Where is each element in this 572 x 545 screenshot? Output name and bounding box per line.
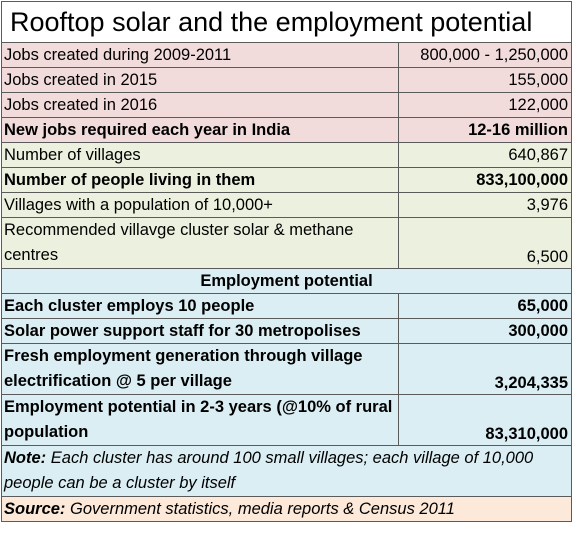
note-label: Note:: [4, 449, 47, 467]
source-text: Government statistics, media reports & C…: [65, 500, 455, 518]
row-label: Jobs created during 2009-2011: [1, 42, 399, 68]
row-value: 300,000: [397, 318, 572, 344]
table-row: Each cluster employs 10 people 65,000: [1, 293, 572, 319]
row-value: 833,100,000: [397, 167, 572, 193]
table-row: Villages with a population of 10,000+ 3,…: [1, 192, 572, 218]
table-row: Employment potential in 2-3 years (@10% …: [1, 394, 572, 446]
row-label: Employment potential in 2-3 years (@10% …: [1, 394, 399, 446]
source-cell: Source: Government statistics, media rep…: [0, 496, 572, 522]
row-label: New jobs required each year in India: [1, 117, 399, 143]
row-label: Jobs created in 2016: [1, 92, 399, 118]
section-header-row: Employment potential: [0, 268, 572, 294]
row-value: 800,000 - 1,250,000: [397, 42, 572, 68]
row-value: 65,000: [397, 293, 572, 319]
table-row: Jobs created in 2015 155,000: [1, 67, 572, 93]
table-row: Fresh employment generation through vill…: [1, 343, 572, 395]
row-value: 640,867: [397, 142, 572, 168]
table-row: Number of people living in them 833,100,…: [1, 167, 572, 193]
row-value: 3,204,335: [397, 343, 572, 395]
row-label: Solar power support staff for 30 metropo…: [1, 318, 399, 344]
source-label: Source:: [4, 500, 66, 518]
spreadsheet-table-container: Rooftop solar and the employment potenti…: [0, 1, 572, 522]
note-row: Note: Each cluster has around 100 small …: [0, 445, 572, 497]
row-value: 83,310,000: [397, 394, 572, 446]
table-row: Jobs created in 2016 122,000: [1, 92, 572, 118]
table-row: Solar power support staff for 30 metropo…: [1, 318, 572, 344]
row-label: Each cluster employs 10 people: [1, 293, 399, 319]
source-row: Source: Government statistics, media rep…: [0, 496, 572, 522]
employment-table: Rooftop solar and the employment potenti…: [0, 1, 572, 522]
note-cell: Note: Each cluster has around 100 small …: [0, 445, 572, 497]
row-value: 155,000: [397, 67, 572, 93]
row-label: Villages with a population of 10,000+: [1, 192, 399, 218]
row-value: 3,976: [397, 192, 572, 218]
section-header: Employment potential: [0, 268, 572, 294]
row-label: Number of villages: [1, 142, 399, 168]
row-value: 12-16 million: [397, 117, 572, 143]
note-text: Each cluster has around 100 small villag…: [4, 449, 534, 492]
title-row: Rooftop solar and the employment potenti…: [0, 1, 572, 43]
table-row: New jobs required each year in India 12-…: [1, 117, 572, 143]
row-label: Number of people living in them: [1, 167, 399, 193]
row-label: Recommended villavge cluster solar & met…: [1, 217, 399, 269]
table-title: Rooftop solar and the employment potenti…: [0, 1, 572, 43]
row-label: Fresh employment generation through vill…: [1, 343, 399, 395]
table-row: Recommended villavge cluster solar & met…: [1, 217, 572, 269]
table-row: Jobs created during 2009-2011 800,000 - …: [1, 42, 572, 68]
row-value: 6,500: [397, 217, 572, 269]
table-row: Number of villages 640,867: [1, 142, 572, 168]
row-value: 122,000: [397, 92, 572, 118]
row-label: Jobs created in 2015: [1, 67, 399, 93]
